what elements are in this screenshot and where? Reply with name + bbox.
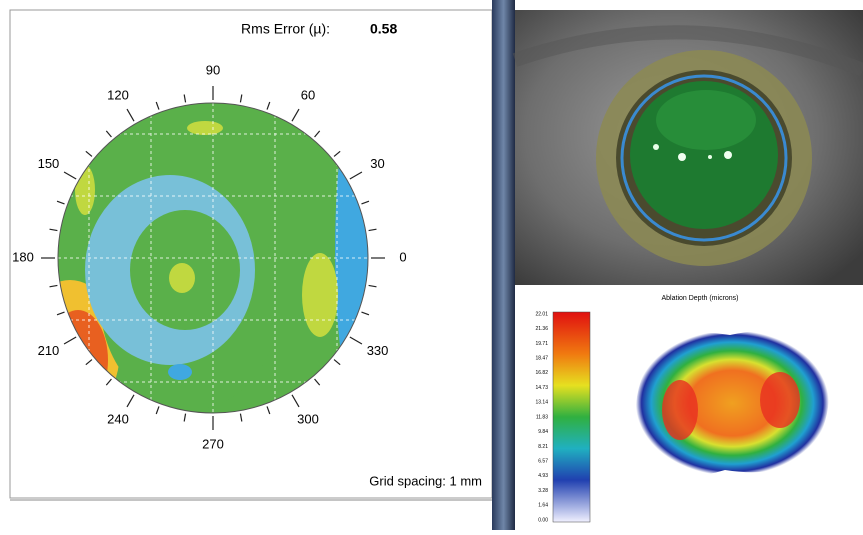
scale-label: 9.84 xyxy=(538,429,548,435)
scale-label: 1.64 xyxy=(538,503,548,509)
rms-value: 0.58 xyxy=(370,21,397,37)
angle-label: 180 xyxy=(12,249,34,264)
angle-label: 150 xyxy=(38,156,60,171)
scale-label: 14.73 xyxy=(535,385,548,391)
divider xyxy=(492,0,515,530)
angle-label: 90 xyxy=(206,62,220,77)
scale-label: 3.28 xyxy=(538,488,548,494)
angle-label: 270 xyxy=(202,436,224,451)
scale-label: 0.00 xyxy=(538,517,548,523)
angle-label: 120 xyxy=(107,87,129,102)
color-bar xyxy=(553,312,590,522)
angle-label: 330 xyxy=(367,343,389,358)
color-scale: 22.01 21.36 19.71 18.47 16.82 14.73 13.14 11.83… xyxy=(535,311,548,523)
angle-label: 60 xyxy=(301,87,315,102)
scale-label: 13.14 xyxy=(535,400,548,406)
scale-label: 4.93 xyxy=(538,473,548,479)
ablation-map xyxy=(636,331,829,476)
scale-label: 19.71 xyxy=(535,341,548,347)
scale-label: 11.83 xyxy=(536,414,548,420)
screen: Rms Error (µ): 0.58 0 30 60 90 120 150 180 210 2… xyxy=(0,0,863,530)
ablation-title: Ablation Depth (microns) xyxy=(661,295,738,302)
eye-photo xyxy=(515,10,863,285)
rms-label: Rms Error (µ): xyxy=(241,21,330,37)
scale-label: 8.21 xyxy=(538,444,548,450)
angle-label: 30 xyxy=(370,156,384,171)
scale-label: 6.57 xyxy=(538,458,548,464)
grid-spacing: Grid spacing: 1 mm xyxy=(369,473,482,488)
angle-label: 300 xyxy=(297,411,319,426)
scale-label: 16.82 xyxy=(535,370,548,376)
scale-label: 22.01 xyxy=(535,311,548,317)
angle-label: 240 xyxy=(107,411,129,426)
scale-label: 18.47 xyxy=(535,355,548,361)
scale-label: 21.36 xyxy=(535,326,548,332)
angle-label: 210 xyxy=(38,343,60,358)
angle-label: 0 xyxy=(399,249,406,264)
